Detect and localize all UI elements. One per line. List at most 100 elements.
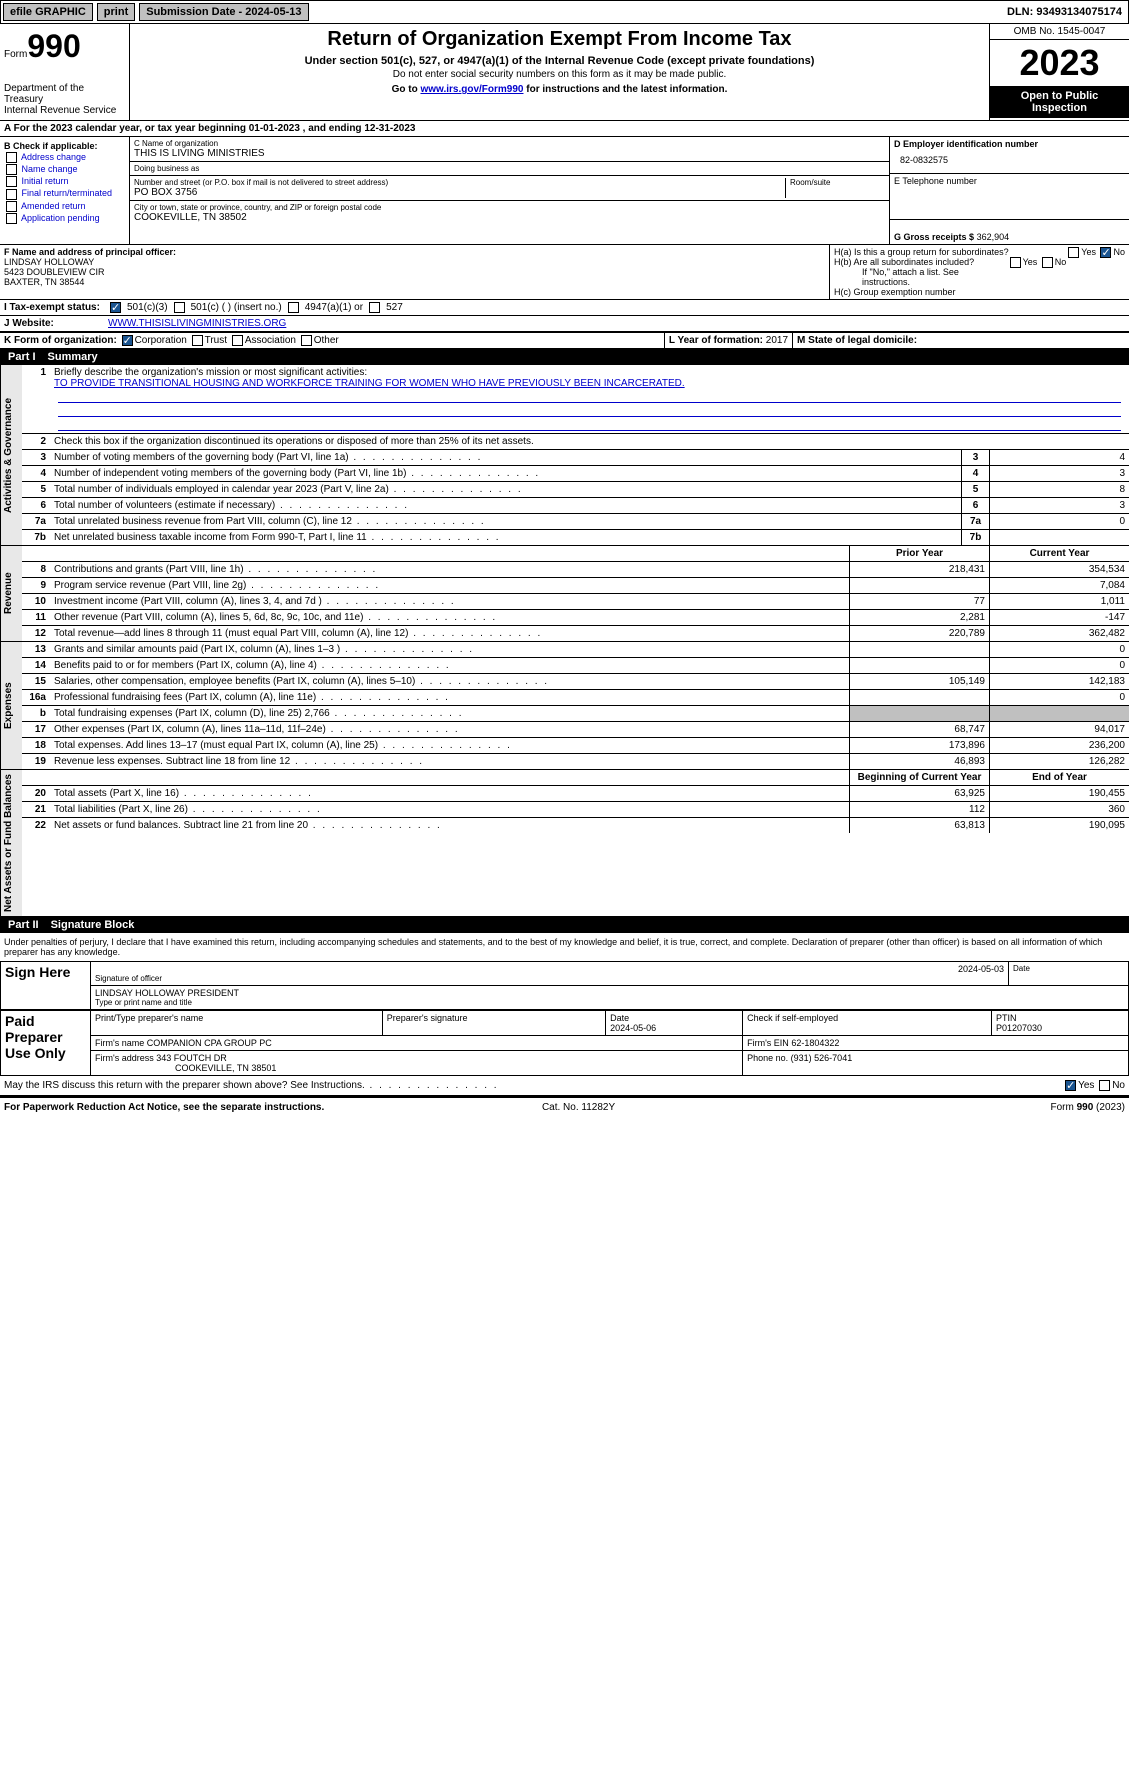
cb-amended[interactable]: Amended return — [4, 201, 125, 212]
prep-sig-label: Preparer's signature — [382, 1011, 605, 1036]
cb-name-change[interactable]: Name change — [4, 164, 125, 175]
ein-value: 82-0832575 — [894, 149, 1125, 171]
cb-501c[interactable] — [174, 302, 185, 313]
line-klm: K Form of organization: Corporation Trus… — [0, 332, 1129, 349]
city-cell: City or town, state or province, country… — [130, 201, 889, 225]
table-row: 10Investment income (Part VIII, column (… — [22, 594, 1129, 610]
form-subtitle-2: Do not enter social security numbers on … — [134, 69, 985, 80]
rev-sidelabel: Revenue — [0, 546, 22, 641]
website-link[interactable]: WWW.THISISLIVINGMINISTRIES.ORG — [108, 318, 286, 329]
firm-addr-label: Firm's address — [95, 1053, 156, 1063]
part2-num: Part II — [8, 919, 39, 931]
tel-label: E Telephone number — [894, 176, 1125, 186]
i-opt4: 527 — [386, 302, 403, 313]
m-block: M State of legal domicile: — [793, 333, 1129, 348]
table-row: 3Number of voting members of the governi… — [22, 450, 1129, 466]
dln: DLN: 93493134075174 — [1007, 6, 1126, 18]
addr-value: PO BOX 3756 — [134, 187, 785, 198]
col-d: D Employer identification number 82-0832… — [889, 137, 1129, 244]
addr-label: Number and street (or P.O. box if mail i… — [134, 178, 785, 187]
top-bar: efile GRAPHIC print Submission Date - 20… — [0, 0, 1129, 24]
firm-addr2: COOKEVILLE, TN 38501 — [95, 1063, 276, 1073]
end-year-label: End of Year — [989, 770, 1129, 785]
form-number: 990 — [27, 28, 80, 64]
org-name-label: C Name of organization — [134, 139, 885, 148]
firm-ein-value: 62-1804322 — [791, 1038, 839, 1048]
firm-name-cell: Firm's name COMPANION CPA GROUP PC — [91, 1036, 743, 1051]
table-row: 21Total liabilities (Part X, line 26)112… — [22, 802, 1129, 818]
paid-preparer-label: Paid Preparer Use Only — [1, 1011, 91, 1076]
print-button[interactable]: print — [97, 3, 135, 21]
cb-501c3[interactable] — [110, 302, 121, 313]
officer-addr2: BAXTER, TN 38544 — [4, 277, 825, 287]
cb-assoc[interactable] — [232, 335, 243, 346]
cb-final-return[interactable]: Final return/terminated — [4, 188, 125, 199]
form-title: Return of Organization Exempt From Incom… — [134, 28, 985, 51]
table-row: 12Total revenue—add lines 8 through 11 (… — [22, 626, 1129, 641]
table-row: 17Other expenses (Part IX, column (A), l… — [22, 722, 1129, 738]
tax-year: 2023 — [990, 40, 1129, 86]
part2-title: Signature Block — [51, 919, 135, 931]
firm-name-value: COMPANION CPA GROUP PC — [147, 1038, 272, 1048]
exp-content: 13Grants and similar amounts paid (Part … — [22, 642, 1129, 769]
table-row: 19Revenue less expenses. Subtract line 1… — [22, 754, 1129, 769]
ptin-value: P01207030 — [996, 1023, 1042, 1033]
city-value: COOKEVILLE, TN 38502 — [134, 212, 885, 223]
table-row: 15Salaries, other compensation, employee… — [22, 674, 1129, 690]
col-b-header: B Check if applicable: — [4, 141, 125, 151]
dept-treasury: Department of the Treasury — [4, 83, 125, 105]
gross-cell: G Gross receipts $ 362,904 — [890, 220, 1129, 244]
l-value: 2017 — [766, 335, 788, 346]
officer-name: LINDSAY HOLLOWAY — [4, 257, 825, 267]
cb-app-pending[interactable]: Application pending — [4, 213, 125, 224]
i-opt2: 501(c) ( ) (insert no.) — [191, 302, 282, 313]
firm-name-label: Firm's name — [95, 1038, 147, 1048]
i-label: I Tax-exempt status: — [4, 302, 104, 313]
submission-date: Submission Date - 2024-05-13 — [139, 3, 308, 21]
line-i: I Tax-exempt status: 501(c)(3) 501(c) ( … — [0, 300, 1129, 316]
signature-block: Under penalties of perjury, I declare th… — [0, 933, 1129, 1097]
cb-address-change[interactable]: Address change — [4, 152, 125, 163]
cb-trust[interactable] — [192, 335, 203, 346]
firm-phone-cell: Phone no. (931) 526-7041 — [743, 1051, 1129, 1076]
omb-number: OMB No. 1545-0047 — [990, 24, 1129, 40]
header-left: Form990 Department of the Treasury Inter… — [0, 24, 130, 120]
dba-cell: Doing business as — [130, 162, 889, 176]
cb-corp[interactable] — [122, 335, 133, 346]
gov-row-2: 2Check this box if the organization disc… — [22, 434, 1129, 450]
table-row: 16aProfessional fundraising fees (Part I… — [22, 690, 1129, 706]
rev-section: Revenue Prior Year Current Year 8Contrib… — [0, 546, 1129, 642]
type-print-label: Type or print name and title — [95, 998, 1124, 1007]
footer-left: For Paperwork Reduction Act Notice, see … — [4, 1102, 324, 1113]
l-block: L Year of formation: 2017 — [665, 333, 793, 348]
org-name-cell: C Name of organization THIS IS LIVING MI… — [130, 137, 889, 162]
cb-discuss-no[interactable] — [1099, 1080, 1110, 1091]
k-opt2: Trust — [205, 335, 227, 346]
cb-4947[interactable] — [288, 302, 299, 313]
firm-ein-label: Firm's EIN — [747, 1038, 791, 1048]
net-section: Net Assets or Fund Balances Beginning of… — [0, 770, 1129, 917]
f-label: F Name and address of principal officer: — [4, 247, 825, 257]
net-header-row: Beginning of Current Year End of Year — [22, 770, 1129, 786]
exp-sidelabel: Expenses — [0, 642, 22, 769]
cb-527[interactable] — [369, 302, 380, 313]
cb-initial-return[interactable]: Initial return — [4, 176, 125, 187]
firm-ein-cell: Firm's EIN 62-1804322 — [743, 1036, 1129, 1051]
sign-here-table: Sign Here 2024-05-03 Signature of office… — [0, 961, 1129, 1010]
addr-cell: Number and street (or P.O. box if mail i… — [130, 176, 889, 201]
discontinued-text: Check this box if the organization disco… — [54, 436, 534, 447]
col-c: C Name of organization THIS IS LIVING MI… — [130, 137, 889, 244]
k-block: K Form of organization: Corporation Trus… — [0, 333, 665, 348]
table-row: 11Other revenue (Part VIII, column (A), … — [22, 610, 1129, 626]
current-year-label: Current Year — [989, 546, 1129, 561]
part1-header: Part I Summary — [0, 349, 1129, 365]
cb-discuss-yes[interactable] — [1065, 1080, 1076, 1091]
table-row: bTotal fundraising expenses (Part IX, co… — [22, 706, 1129, 722]
cb-other[interactable] — [301, 335, 312, 346]
prep-date-cell: Date2024-05-06 — [606, 1011, 743, 1036]
city-label: City or town, state or province, country… — [134, 203, 885, 212]
table-row: 13Grants and similar amounts paid (Part … — [22, 642, 1129, 658]
prep-date-value: 2024-05-06 — [610, 1023, 656, 1033]
irs-link[interactable]: www.irs.gov/Form990 — [420, 84, 523, 95]
net-sidelabel: Net Assets or Fund Balances — [0, 770, 22, 916]
